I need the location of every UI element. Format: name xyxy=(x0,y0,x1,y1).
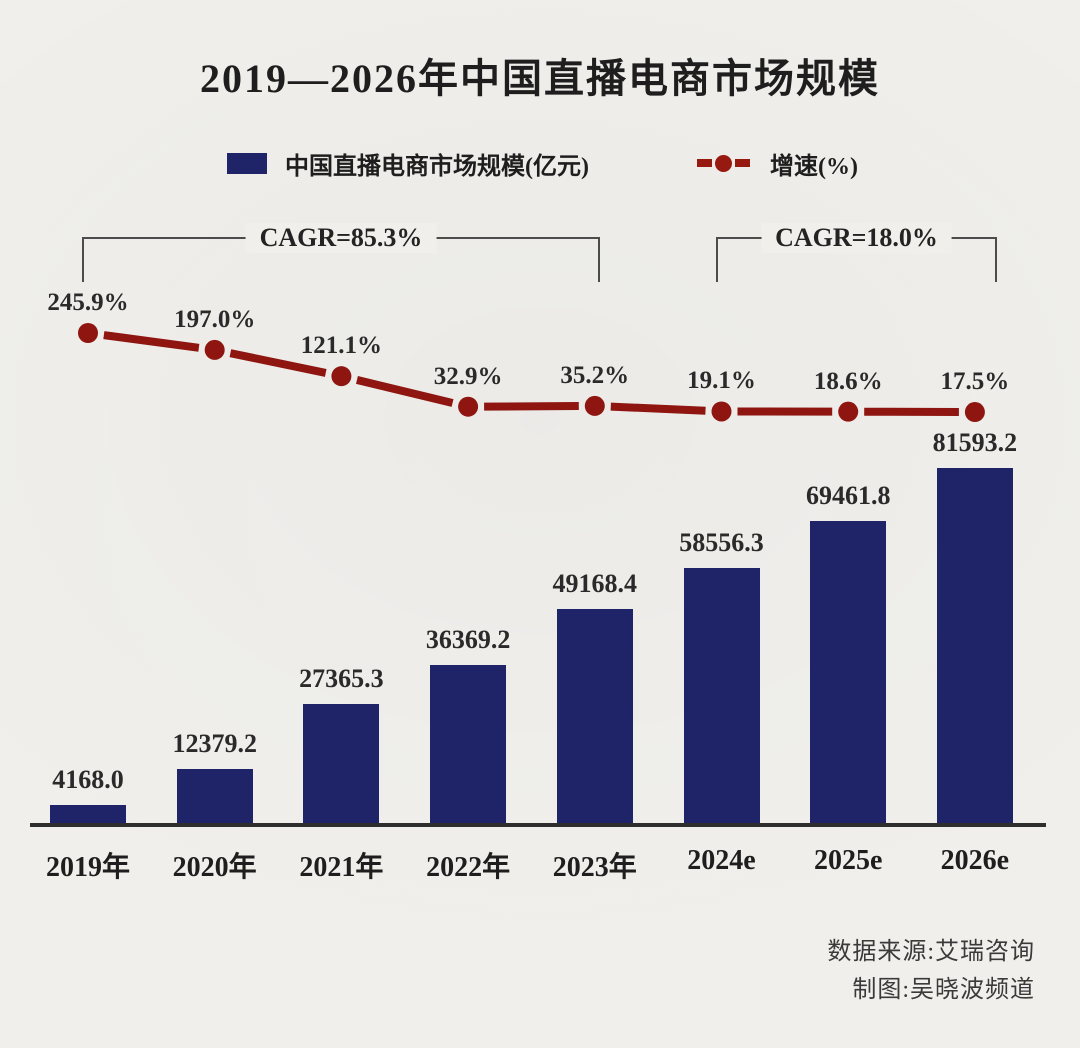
credit-text: 制图:吴晓波频道 xyxy=(852,977,1035,1003)
bar-series-swatch-icon xyxy=(227,152,267,174)
cagr-bracket-2024-2026: CAGR=18.0% xyxy=(716,223,997,282)
footer: 数据来源:艾瑞咨询 制图:吴晓波频道 xyxy=(827,933,1035,1009)
bar-2021年 xyxy=(303,704,380,823)
bar-2026e xyxy=(936,468,1013,823)
x-axis-label: 2023年 xyxy=(552,852,637,883)
line-dot xyxy=(838,401,859,422)
legend-label-market-size: 中国直播电商市场规模(亿元) xyxy=(285,153,589,180)
line-segment xyxy=(229,349,327,377)
bar-value-label: 69461.8 xyxy=(805,481,891,510)
growth-rate-label: 17.5% xyxy=(940,368,1010,396)
bar-value-label: 58556.3 xyxy=(679,528,764,557)
cagr-label-2019-2023: CAGR=85.3% xyxy=(245,223,437,253)
bar-2023年 xyxy=(556,609,633,823)
x-axis-label: 2025e xyxy=(813,845,883,876)
bar-2020年 xyxy=(176,769,253,823)
chart-title: 2019—2026年中国直播电商市场规模 xyxy=(200,56,880,101)
line-dot xyxy=(964,402,985,423)
bar-2025e xyxy=(810,521,887,823)
bar-value-label: 12379.2 xyxy=(172,729,257,758)
data-source-text: 数据来源:艾瑞咨询 xyxy=(827,939,1035,965)
line-segment xyxy=(356,376,454,407)
x-axis-label: 2024e xyxy=(687,845,756,876)
growth-rate-label: 121.1% xyxy=(300,332,383,360)
growth-rate-label: 245.9% xyxy=(47,289,129,316)
line-dot xyxy=(711,401,732,422)
x-axis-label: 2026e xyxy=(940,845,1010,876)
x-axis-label: 2022年 xyxy=(426,852,511,883)
cagr-label-2024-2026: CAGR=18.0% xyxy=(761,223,952,253)
line-dot xyxy=(204,339,225,360)
line-segment xyxy=(103,331,200,352)
cagr-bracket-2019-2023: CAGR=85.3% xyxy=(82,223,600,282)
bar-value-label: 36369.2 xyxy=(425,625,511,654)
line-segment xyxy=(610,402,706,415)
line-dot xyxy=(458,396,479,417)
line-dot xyxy=(584,395,605,416)
line-dot xyxy=(331,366,352,387)
bar-value-label: 81593.2 xyxy=(932,428,1018,457)
legend-item-market-size: 中国直播电商市场规模(亿元) xyxy=(227,149,589,180)
legend-item-growth-rate: 增速(%) xyxy=(697,149,858,180)
bar-value-label: 27365.3 xyxy=(299,664,384,693)
bar-2024e xyxy=(683,568,760,823)
growth-rate-label: 32.9% xyxy=(433,362,503,390)
growth-rate-label: 35.2% xyxy=(560,361,630,389)
line-segment xyxy=(484,402,579,411)
x-axis-label: 2019年 xyxy=(45,852,131,883)
growth-rate-label: 18.6% xyxy=(813,367,883,395)
bar-2022年 xyxy=(430,665,507,823)
growth-rate-label: 197.0% xyxy=(174,305,256,333)
bar-2019年 xyxy=(50,805,126,823)
x-axis-label: 2020年 xyxy=(172,852,257,883)
line-dot xyxy=(78,323,98,343)
x-axis-label: 2021年 xyxy=(299,852,384,883)
line-series-symbol-icon xyxy=(697,154,750,172)
legend-label-growth-rate: 增速(%) xyxy=(770,153,858,180)
x-axis-line xyxy=(30,823,1046,827)
growth-rate-label: 19.1% xyxy=(687,367,756,395)
bar-value-label: 4168.0 xyxy=(52,765,124,794)
bar-value-label: 49168.4 xyxy=(552,569,638,598)
